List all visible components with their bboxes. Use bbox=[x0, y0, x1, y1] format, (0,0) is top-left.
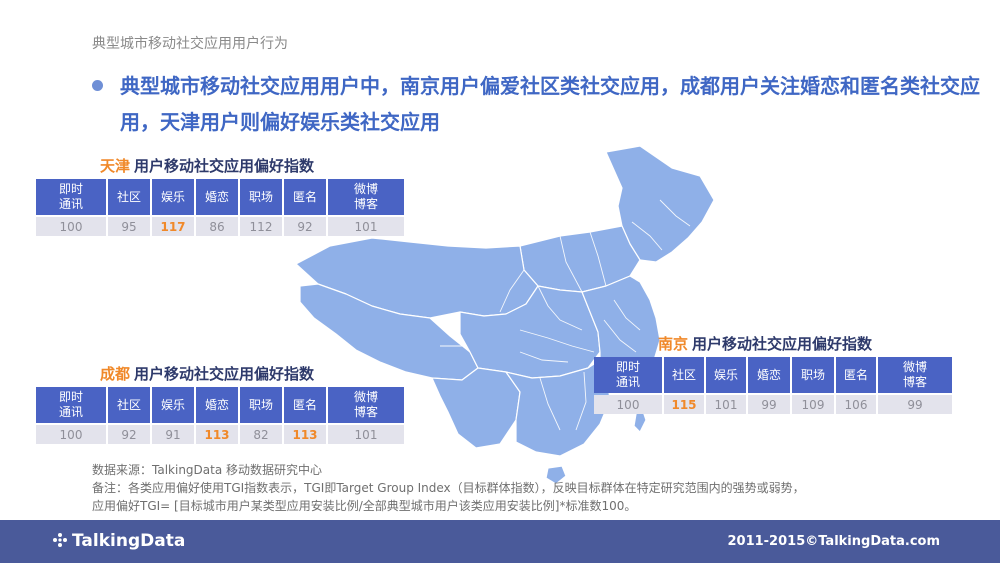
chengdu-block: 成都 用户移动社交应用偏好指数 即时 通讯 社区 娱乐 婚恋 职场 匿名 微博 博客 … bbox=[36, 363, 406, 446]
map-region-southwest bbox=[431, 367, 521, 449]
col-workplace: 职场 bbox=[240, 387, 282, 423]
chengdu-table: 即时 通讯 社区 娱乐 婚恋 职场 匿名 微博 博客 100 92 91 113 8… bbox=[34, 385, 406, 446]
tianjin-value: 101 bbox=[328, 217, 404, 236]
headline-text: 典型城市移动社交应用用户中，南京用户偏爱社区类社交应用，成都用户关注婚恋和匿名类… bbox=[120, 74, 980, 134]
col-anonymous: 匿名 bbox=[284, 179, 326, 215]
remark-note: 备注：各类应用偏好使用TGI指数表示，TGI即Target Group Inde… bbox=[92, 481, 805, 495]
tianjin-value: 95 bbox=[108, 217, 150, 236]
tianjin-value-row: 100 95 117 86 112 92 101 bbox=[36, 217, 404, 236]
tianjin-value-highlight: 117 bbox=[152, 217, 194, 236]
nanjing-value: 109 bbox=[792, 395, 834, 414]
col-community: 社区 bbox=[108, 387, 150, 423]
nanjing-value-row: 100 115 101 99 109 106 99 bbox=[594, 395, 952, 414]
col-entertainment: 娱乐 bbox=[152, 179, 194, 215]
nanjing-value: 106 bbox=[836, 395, 876, 414]
nanjing-value: 99 bbox=[878, 395, 952, 414]
data-source-note: 数据来源：TalkingData 移动数据研究中心 bbox=[92, 463, 323, 477]
chengdu-value-row: 100 92 91 113 82 113 101 bbox=[36, 425, 404, 444]
nanjing-table: 即时 通讯 社区 娱乐 婚恋 职场 匿名 微博 博客 100 115 101 99 … bbox=[592, 355, 954, 416]
chengdu-city-label: 成都 bbox=[100, 365, 131, 383]
notes: 数据来源：TalkingData 移动数据研究中心 备注：各类应用偏好使用TGI… bbox=[92, 461, 805, 515]
chengdu-value: 101 bbox=[328, 425, 404, 444]
tianjin-value: 100 bbox=[36, 217, 106, 236]
tianjin-value: 92 bbox=[284, 217, 326, 236]
tianjin-table: 即时 通讯 社区 娱乐 婚恋 职场 匿名 微博 博客 100 95 117 86 1… bbox=[34, 177, 406, 238]
chengdu-value: 91 bbox=[152, 425, 194, 444]
headline: 典型城市移动社交应用用户中，南京用户偏爱社区类社交应用，成都用户关注婚恋和匿名类… bbox=[92, 68, 982, 140]
nanjing-city-label: 南京 bbox=[658, 335, 689, 353]
col-workplace: 职场 bbox=[240, 179, 282, 215]
chengdu-value-highlight: 113 bbox=[284, 425, 326, 444]
chengdu-value: 100 bbox=[36, 425, 106, 444]
chengdu-title: 成都 用户移动社交应用偏好指数 bbox=[100, 363, 406, 385]
nanjing-value: 100 bbox=[594, 395, 662, 414]
footer-logo: TalkingData bbox=[52, 531, 185, 551]
col-entertainment: 娱乐 bbox=[152, 387, 194, 423]
footer-logo-text: TalkingData bbox=[72, 531, 186, 551]
copyright: 2011-2015©TalkingData.com bbox=[727, 534, 940, 549]
tianjin-header-row: 即时 通讯 社区 娱乐 婚恋 职场 匿名 微博 博客 bbox=[36, 179, 404, 215]
chengdu-header-row: 即时 通讯 社区 娱乐 婚恋 职场 匿名 微博 博客 bbox=[36, 387, 404, 423]
tianjin-city-label: 天津 bbox=[100, 157, 131, 175]
nanjing-title-text: 用户移动社交应用偏好指数 bbox=[692, 335, 873, 353]
chengdu-value: 82 bbox=[240, 425, 282, 444]
nanjing-block: 南京 用户移动社交应用偏好指数 即时 通讯 社区 娱乐 婚恋 职场 匿名 微博 博客 … bbox=[594, 333, 954, 416]
col-im: 即时 通讯 bbox=[36, 387, 106, 423]
chengdu-value-highlight: 113 bbox=[196, 425, 238, 444]
chengdu-value: 92 bbox=[108, 425, 150, 444]
talkingdata-logo-icon bbox=[53, 533, 67, 547]
tianjin-title-text: 用户移动社交应用偏好指数 bbox=[134, 157, 315, 175]
tianjin-title: 天津 用户移动社交应用偏好指数 bbox=[100, 155, 406, 177]
col-im: 即时 通讯 bbox=[36, 179, 106, 215]
col-weibo: 微博 博客 bbox=[878, 357, 952, 393]
col-dating: 婚恋 bbox=[748, 357, 790, 393]
map-region-south bbox=[505, 359, 611, 457]
formula-note: 应用偏好TGI= [目标城市用户某类型应用安装比例/全部典型城市用户该类应用安装… bbox=[92, 499, 637, 513]
col-dating: 婚恋 bbox=[196, 179, 238, 215]
footer: TalkingData 2011-2015©TalkingData.com bbox=[0, 520, 1000, 563]
col-anonymous: 匿名 bbox=[284, 387, 326, 423]
col-weibo: 微博 博客 bbox=[328, 179, 404, 215]
col-anonymous: 匿名 bbox=[836, 357, 876, 393]
nanjing-value-highlight: 115 bbox=[664, 395, 704, 414]
col-community: 社区 bbox=[664, 357, 704, 393]
chengdu-title-text: 用户移动社交应用偏好指数 bbox=[134, 365, 315, 383]
col-entertainment: 娱乐 bbox=[706, 357, 746, 393]
tianjin-value: 112 bbox=[240, 217, 282, 236]
nanjing-value: 99 bbox=[748, 395, 790, 414]
map-region-hainan bbox=[545, 465, 567, 485]
tianjin-block: 天津 用户移动社交应用偏好指数 即时 通讯 社区 娱乐 婚恋 职场 匿名 微博 博客 … bbox=[36, 155, 406, 238]
col-community: 社区 bbox=[108, 179, 150, 215]
col-im: 即时 通讯 bbox=[594, 357, 662, 393]
col-workplace: 职场 bbox=[792, 357, 834, 393]
map-region-northeast bbox=[605, 145, 715, 263]
bullet-icon bbox=[92, 80, 103, 91]
nanjing-title: 南京 用户移动社交应用偏好指数 bbox=[658, 333, 954, 355]
col-dating: 婚恋 bbox=[196, 387, 238, 423]
tianjin-value: 86 bbox=[196, 217, 238, 236]
page-title: 典型城市移动社交应用用户行为 bbox=[92, 36, 288, 52]
nanjing-header-row: 即时 通讯 社区 娱乐 婚恋 职场 匿名 微博 博客 bbox=[594, 357, 952, 393]
col-weibo: 微博 博客 bbox=[328, 387, 404, 423]
nanjing-value: 101 bbox=[706, 395, 746, 414]
